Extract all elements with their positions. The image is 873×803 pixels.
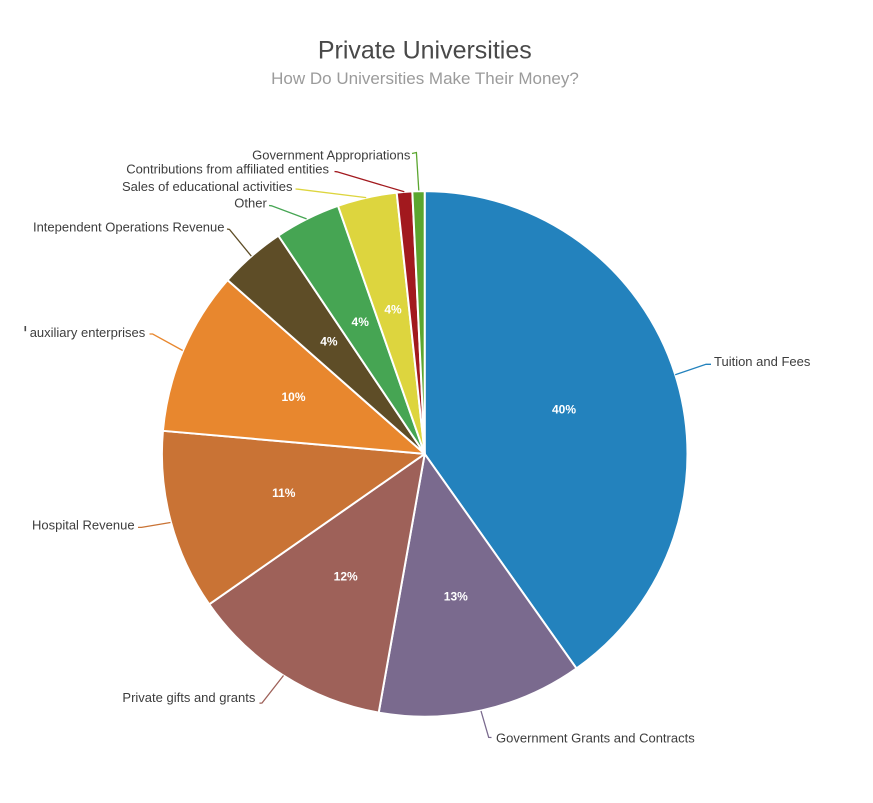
svg-text:Private gifts and grants: Private gifts and grants [122,690,255,705]
svg-text:4%: 4% [352,315,370,329]
svg-text:12%: 12% [334,570,358,584]
svg-text:Hospital Revenue: Hospital Revenue [32,518,135,533]
svg-text:4%: 4% [384,303,402,317]
svg-text:11%: 11% [272,486,296,500]
svg-text:Private Universities: Private Universities [318,37,532,65]
svg-text:Other: Other [234,196,267,211]
svg-text:13%: 13% [444,590,468,604]
svg-text:Government Appropriations: Government Appropriations [252,148,411,163]
svg-text:Government Grants and Contract: Government Grants and Contracts [496,731,695,746]
svg-text:auxiliary enterprises: auxiliary enterprises [30,325,146,340]
svg-text:Intependent Operations Revenue: Intependent Operations Revenue [33,220,225,235]
svg-text:Tuition and Fees: Tuition and Fees [714,354,811,369]
svg-text:40%: 40% [552,403,576,417]
svg-text:Sales of educational activitie: Sales of educational activities [122,179,293,194]
svg-text:Contributions from affiliated: Contributions from affiliated entities [126,162,329,177]
svg-text:How Do Universities Make Their: How Do Universities Make Their Money? [271,69,579,88]
svg-text:4%: 4% [320,334,338,348]
svg-text:10%: 10% [281,390,305,404]
